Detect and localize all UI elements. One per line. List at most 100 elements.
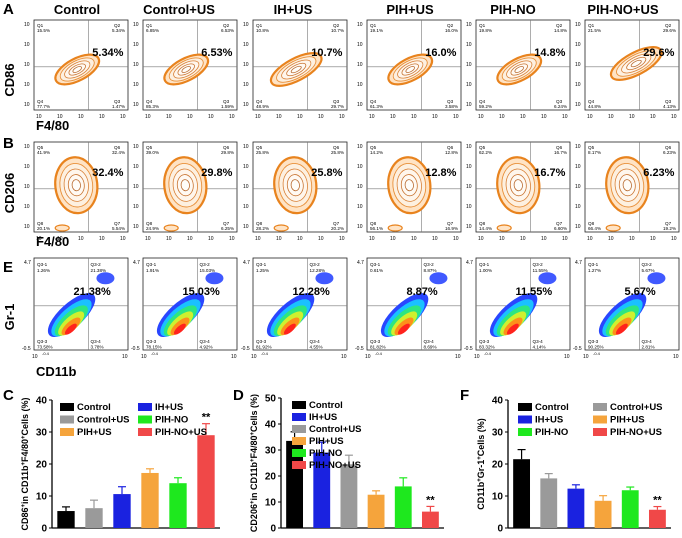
density-contour-level-4 — [513, 179, 523, 192]
legend-swatch — [518, 428, 532, 436]
y-tick-label: 20 — [36, 460, 48, 471]
row-a-ylabel: CD86 — [2, 63, 17, 96]
density-contour-level-4 — [290, 179, 300, 192]
quadrant-label: Q1 — [588, 23, 595, 28]
flow_a-panel-0: 10101010101010101010Q115.5%Q25.34%Q31.47… — [24, 19, 129, 120]
density-level-5 — [64, 323, 77, 335]
y-tick-label: 10 — [36, 492, 48, 503]
x-tick-label: 10 — [229, 114, 235, 120]
quadrant-label: Q5 — [256, 145, 263, 150]
y-tick-label: 10 — [466, 42, 472, 48]
highlight-percentage: 12.28% — [292, 286, 330, 298]
legend-swatch — [60, 415, 74, 424]
y-axis-label-part: + — [477, 456, 483, 460]
y-tick-label: 40 — [265, 420, 277, 431]
panel-letter-b: B — [3, 135, 14, 152]
quadrant-value: 21.38% — [91, 268, 107, 273]
header-ih-us: IH+US — [274, 2, 313, 17]
quadrant-label: Q3-1 — [256, 262, 267, 267]
x-tick-label: 10 — [120, 114, 126, 120]
quadrant-label: Q3-4 — [642, 339, 653, 344]
quadrant-label: Q3 — [114, 99, 121, 104]
quadrant-value: 19.8% — [479, 28, 492, 33]
y-tick-label: 10 — [575, 82, 581, 88]
y-tick-label: 10 — [466, 62, 472, 68]
y-tick-label: 10 — [575, 224, 581, 230]
quadrant-label: Q6 — [333, 145, 340, 150]
y-tick-label: -0.5 — [355, 346, 364, 352]
y-tick-label: 0 — [270, 524, 276, 535]
quadrant-label: Q7 — [665, 221, 672, 226]
y-tick-label: 40 — [36, 396, 48, 407]
x-tick-label: 10 — [650, 114, 656, 120]
quadrant-value: 28.2% — [256, 226, 269, 231]
quadrant-value: 48.9% — [256, 104, 269, 109]
y-tick-label: 10 — [243, 22, 249, 28]
y-tick-label: 4.7 — [243, 260, 250, 266]
y-tick-label: 20 — [265, 472, 277, 483]
x-tick-label: 10 — [564, 354, 570, 360]
y-tick-label: 10 — [243, 102, 249, 108]
legend-swatch — [138, 403, 152, 411]
flow_e-panel-2: 4.7-0.510-0.410Q3-11.25%Q3-212.28%Q3-381… — [241, 257, 348, 360]
x-tick-label: 10 — [339, 114, 345, 120]
y-tick-label: 10 — [133, 102, 139, 108]
quadrant-value: 25.8% — [331, 150, 344, 155]
quadrant-value: 25.8% — [256, 150, 269, 155]
y-tick-label: 4.7 — [133, 260, 140, 266]
y-axis-label-part: + — [21, 435, 27, 439]
quadrant-label: Q2 — [333, 23, 340, 28]
density-contour-level-4 — [405, 66, 416, 73]
header-pih-no-us: PIH-NO+US — [587, 2, 658, 17]
x-tick-label: 10 — [453, 236, 459, 242]
density-population-upper — [315, 272, 334, 285]
quadrant-label: Q3-2 — [91, 262, 102, 267]
flow-row-b: 10101010101010101010Q541.9%Q632.4%Q75.54… — [24, 141, 680, 242]
x-tick-label: 10 — [587, 114, 593, 120]
y-tick-label: 10 — [575, 204, 581, 210]
quadrant-value: 1.91% — [146, 268, 159, 273]
y-tick-label: 30 — [265, 446, 277, 457]
y-tick-label: 30 — [492, 428, 504, 439]
y-tick-label: 30 — [36, 428, 48, 439]
quadrant-value: 20.2% — [331, 226, 344, 231]
quadrant-label: Q5 — [146, 145, 153, 150]
quadrant-value: 83.32% — [479, 345, 495, 350]
y-axis-label-part: + — [250, 500, 256, 504]
x-tick-label: 10 — [141, 354, 147, 360]
quadrant-label: Q8 — [37, 221, 44, 226]
y-axis-label: CD11b+Gr-1+Cells (%) — [476, 418, 486, 510]
density-level-5 — [506, 323, 519, 335]
x-tick-label: 10 — [390, 236, 396, 242]
legend-label: Control — [309, 400, 343, 411]
panel-letters: A B E C D F — [3, 1, 469, 404]
legend-label: Control+US — [77, 415, 130, 426]
highlight-percentage: 16.0% — [425, 47, 456, 59]
density-contour-low — [54, 224, 70, 232]
x-tick-label: 10 — [671, 114, 677, 120]
quadrant-value: 8.87% — [424, 268, 437, 273]
quadrant-label: Q3-3 — [146, 339, 157, 344]
row-a-xlabel: F4/80 — [36, 118, 69, 133]
quadrant-value: 3.78% — [91, 345, 104, 350]
quadrant-label: Q3-1 — [146, 262, 157, 267]
bar-ih-us — [567, 488, 585, 528]
x-tick-label: 10 — [608, 114, 614, 120]
y-tick-label: 10 — [133, 82, 139, 88]
quadrant-label: Q3-4 — [424, 339, 435, 344]
y-tick-label: 10 — [357, 62, 363, 68]
x-tick-label: 10 — [99, 114, 105, 120]
x-tick-label: 10 — [99, 236, 105, 242]
quadrant-value: 6.23% — [663, 150, 676, 155]
density-contour-level-4 — [71, 179, 81, 192]
x-tick-label: 10 — [187, 236, 193, 242]
bar-control — [57, 511, 75, 528]
y-tick-label: 10 — [357, 224, 363, 230]
bar-pih-no-us — [421, 511, 439, 528]
quadrant-label: Q3-4 — [310, 339, 321, 344]
y-tick-label: 10 — [575, 184, 581, 190]
quadrant-value: 15.5% — [37, 28, 50, 33]
